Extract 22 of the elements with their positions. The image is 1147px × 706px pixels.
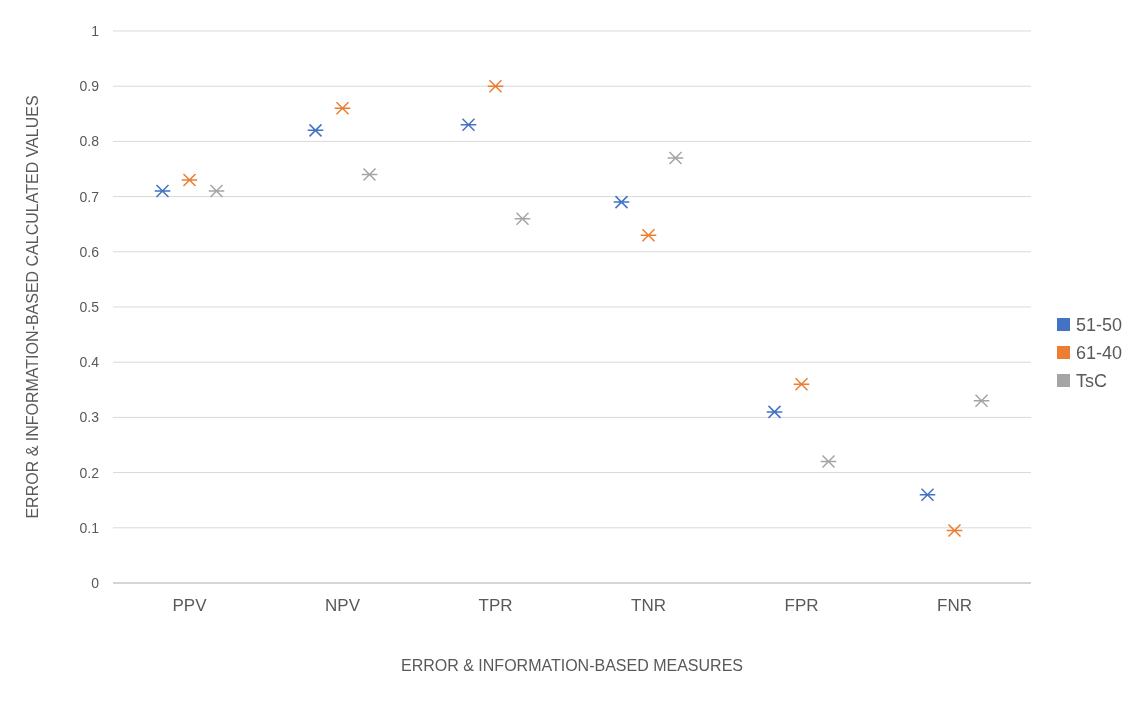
y-tick-label: 0.4 (79, 354, 100, 371)
x-tick-label: TNR (631, 596, 666, 615)
x-tick-label: FNR (937, 596, 972, 615)
y-tick-label: 0.9 (79, 78, 100, 95)
legend-label: TsC (1076, 371, 1107, 392)
legend-label: 51-50 (1076, 315, 1123, 336)
x-tick-label: NPV (325, 596, 361, 615)
x-axis-title: ERROR & INFORMATION-BASED MEASURES (401, 657, 743, 674)
y-tick-label: 0.3 (79, 409, 100, 426)
x-tick-label: FPR (784, 596, 819, 615)
legend-label: 61-40 (1076, 343, 1123, 364)
x-tick-label: PPV (172, 596, 208, 615)
y-tick-label: 0.5 (79, 298, 100, 315)
y-tick-label: 0.6 (79, 243, 100, 260)
y-tick-label: 0.1 (79, 519, 100, 536)
y-axis-title: ERROR & INFORMATION-BASED CALCULATED VALUES (24, 95, 41, 519)
y-tick-label: 0.7 (79, 188, 100, 205)
y-tick-label: 0.8 (79, 133, 100, 150)
x-tick-label: TPR (478, 596, 513, 615)
y-tick-label: 1 (91, 22, 100, 39)
y-tick-label: 0 (91, 574, 100, 591)
y-tick-label: 0.2 (79, 464, 100, 481)
